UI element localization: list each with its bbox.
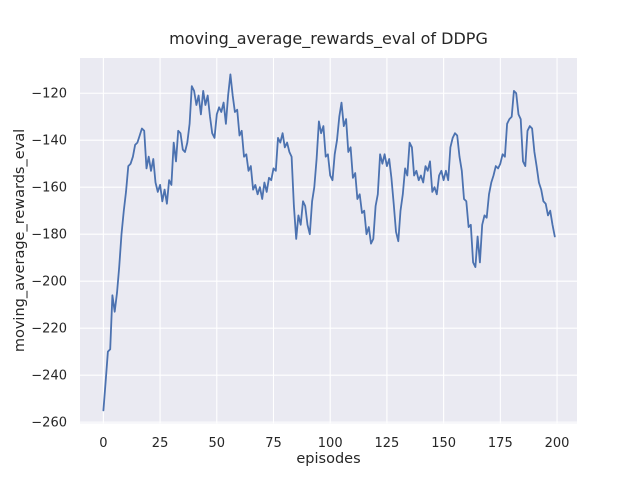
x-tick-label: 150: [431, 436, 456, 451]
y-tick-label: −160: [31, 181, 67, 196]
line-series-moving-average: [102, 73, 556, 412]
x-tick-label: 75: [265, 436, 282, 451]
x-tick-label: 125: [374, 436, 399, 451]
gridlines: [80, 58, 577, 424]
y-tick-label: −120: [31, 87, 67, 102]
chart-title: moving_average_rewards_eval of DDPG: [169, 29, 488, 49]
plot-area: [80, 58, 577, 424]
x-tick-label: 200: [545, 436, 570, 451]
x-axis-label: episodes: [296, 451, 360, 467]
y-tick-label: −220: [31, 322, 67, 337]
x-tick-label: 25: [152, 436, 169, 451]
x-tick-label: 175: [488, 436, 513, 451]
y-tick-label: −200: [31, 275, 67, 290]
y-tick-label: −260: [31, 416, 67, 431]
y-tick-label: −140: [31, 134, 67, 149]
x-tick-label: 100: [318, 436, 343, 451]
y-axis-label: moving_average_rewards_eval: [12, 129, 28, 352]
y-tick-label: −240: [31, 369, 67, 384]
x-tick-label: 50: [209, 436, 226, 451]
y-tick-labels: −120 −140 −160 −180 −200 −220 −240 −260: [31, 87, 67, 431]
y-tick-label: −180: [31, 228, 67, 243]
x-tick-labels: 0 25 50 75 100 125 150 175 200: [99, 436, 569, 451]
x-tick-label: 0: [99, 436, 107, 451]
